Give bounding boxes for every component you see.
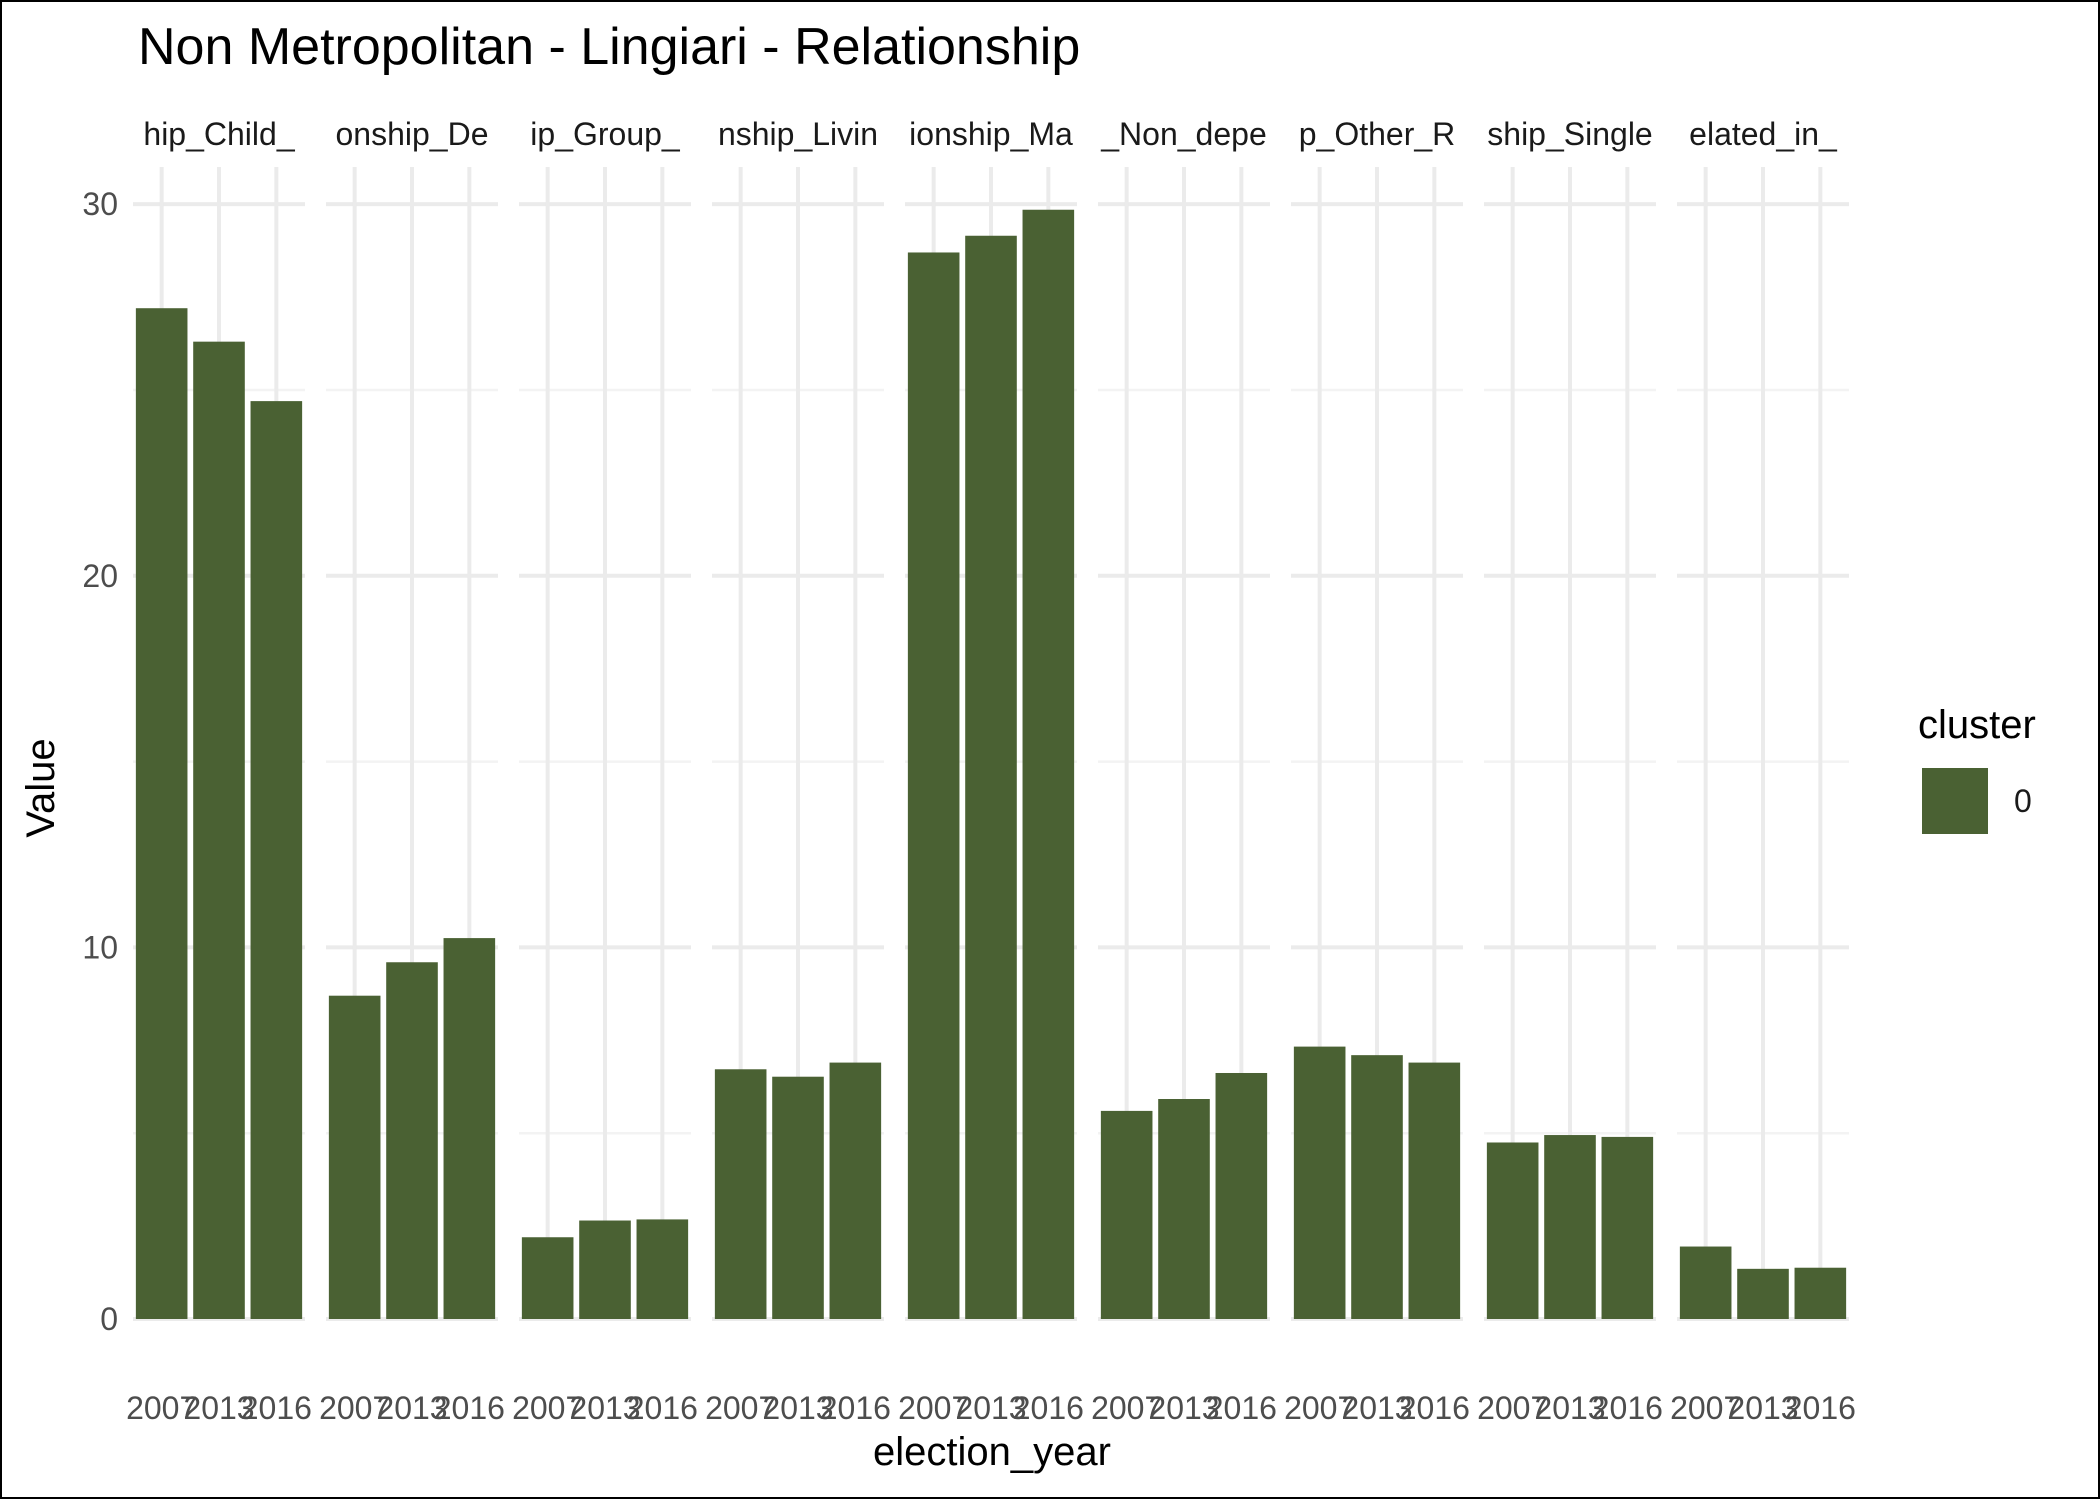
legend: cluster 0 (1918, 703, 2036, 834)
x-tick-label: 2016 (1399, 1390, 1470, 1426)
bar (1486, 1142, 1539, 1319)
bar (521, 1237, 574, 1319)
x-tick-label: 2016 (241, 1390, 312, 1426)
x-tick-label: 2016 (820, 1390, 891, 1426)
x-tick-label: 2013 (183, 1390, 254, 1426)
facet-panel (519, 167, 691, 1321)
facet-strip-label: ship_Single (1487, 116, 1652, 152)
x-tick-label: 2007 (898, 1390, 969, 1426)
bar (1408, 1062, 1461, 1319)
legend-title: cluster (1918, 703, 2036, 747)
legend-key-swatch (1922, 768, 1988, 834)
bar (386, 962, 438, 1319)
x-tick-label: 2016 (1206, 1390, 1277, 1426)
bar (1794, 1267, 1847, 1319)
bar (1544, 1135, 1596, 1319)
facet-strip-label: p_Other_R (1299, 116, 1456, 152)
facet-strip-label: _Non_depe (1100, 116, 1266, 152)
x-tick-label: 2016 (1013, 1390, 1084, 1426)
x-tick-label: 2016 (1785, 1390, 1856, 1426)
bar (772, 1076, 824, 1319)
x-tick-label: 2007 (319, 1390, 390, 1426)
legend-label: 0 (2014, 783, 2032, 819)
bar (965, 235, 1017, 1319)
y-tick-label: 0 (100, 1301, 118, 1337)
bar (1293, 1046, 1346, 1319)
bar (714, 1069, 767, 1319)
x-tick-label: 2007 (1284, 1390, 1355, 1426)
bar (907, 252, 960, 1320)
bar (1737, 1268, 1789, 1319)
bar (135, 308, 188, 1319)
bar (1679, 1246, 1732, 1319)
y-axis-ticks: 0 10 20 30 (82, 186, 118, 1337)
facet-strip-label: hip_Child_ (143, 116, 295, 152)
x-tick-label: 2013 (955, 1390, 1026, 1426)
x-tick-label: 2013 (376, 1390, 447, 1426)
x-tick-label: 2013 (1148, 1390, 1219, 1426)
y-axis-title: Value (19, 738, 63, 837)
x-tick-label: 2007 (1091, 1390, 1162, 1426)
bar-layer (135, 209, 1847, 1320)
y-tick-label: 30 (82, 186, 118, 222)
x-tick-label: 2007 (705, 1390, 776, 1426)
bar (1100, 1110, 1153, 1319)
chart-title: Non Metropolitan - Lingiari - Relationsh… (138, 18, 1080, 76)
bar (1351, 1055, 1403, 1319)
bar (1022, 209, 1075, 1320)
facet-strip-label: ionship_Ma (909, 116, 1073, 152)
x-tick-label: 2013 (1534, 1390, 1605, 1426)
bar (579, 1220, 631, 1319)
bar (193, 341, 245, 1319)
facet-panel (1484, 167, 1656, 1321)
bar (328, 995, 381, 1319)
x-tick-label: 2016 (1592, 1390, 1663, 1426)
x-tick-label: 2016 (627, 1390, 698, 1426)
bar (829, 1062, 882, 1319)
facet-panel (1677, 167, 1849, 1321)
y-tick-label: 10 (82, 929, 118, 965)
x-tick-label: 2013 (762, 1390, 833, 1426)
facet-strip-label: onship_De (336, 116, 489, 152)
facet-strip-label: elated_in_ (1689, 116, 1838, 152)
x-tick-label: 2007 (126, 1390, 197, 1426)
y-tick-label: 20 (82, 558, 118, 594)
x-tick-label: 2007 (512, 1390, 583, 1426)
x-tick-label: 2013 (1341, 1390, 1412, 1426)
bar (1601, 1136, 1654, 1319)
bar (1158, 1099, 1210, 1319)
x-tick-label: 2016 (434, 1390, 505, 1426)
bar (1215, 1072, 1268, 1319)
facet-strips: hip_Child_ onship_De ip_Group_ nship_Livin i… (143, 116, 1838, 152)
facet-strip-label: nship_Livin (718, 116, 878, 152)
x-tick-label: 2013 (569, 1390, 640, 1426)
x-tick-label: 2007 (1477, 1390, 1548, 1426)
x-axis-title: election_year (873, 1430, 1111, 1474)
x-tick-label: 2013 (1727, 1390, 1798, 1426)
bar (443, 938, 496, 1319)
bar (250, 401, 303, 1320)
facet-strip-label: ip_Group_ (530, 116, 681, 152)
x-tick-label: 2007 (1670, 1390, 1741, 1426)
bar (636, 1219, 689, 1319)
